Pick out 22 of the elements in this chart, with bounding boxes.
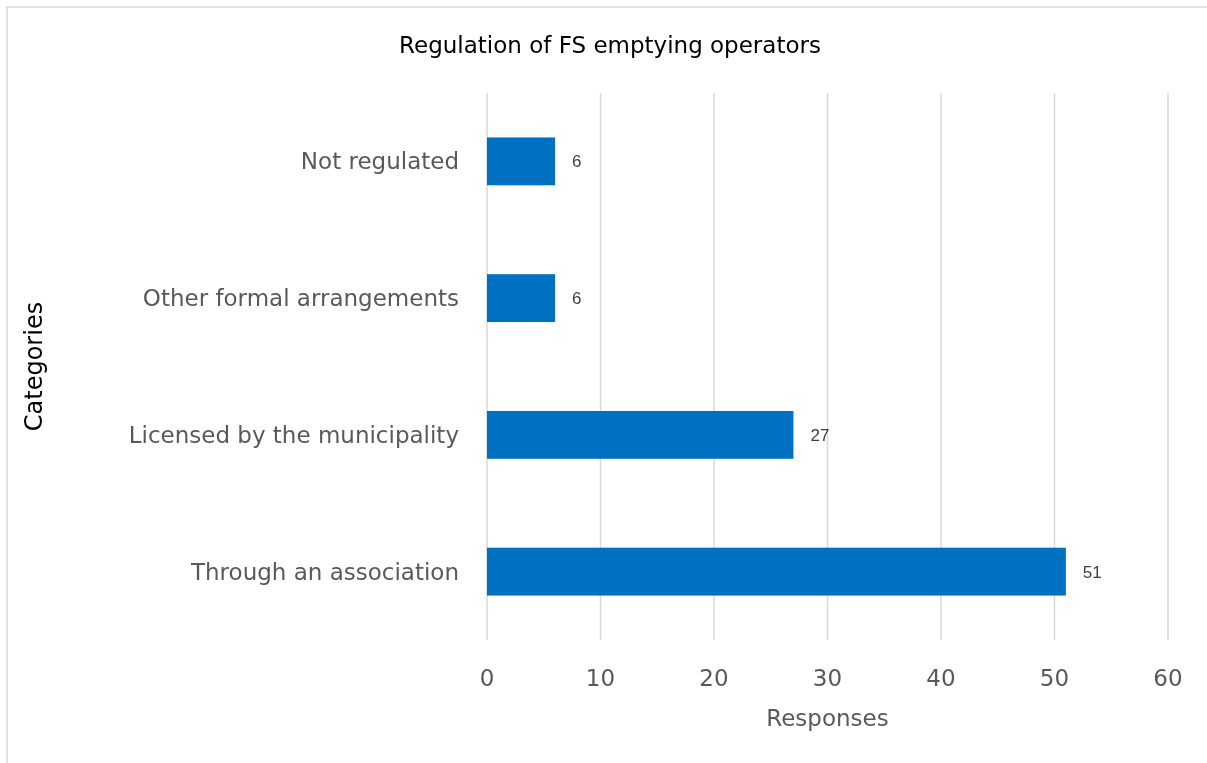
data-label: 51 (1082, 562, 1102, 582)
data-label: 6 (572, 152, 582, 172)
bar (487, 410, 794, 459)
y-tick-label: Through an association (189, 558, 459, 585)
y-tick-label: Licensed by the municipality (128, 421, 459, 448)
data-label: 27 (810, 425, 830, 445)
x-tick-label: 60 (1153, 665, 1183, 691)
bar (487, 547, 1066, 596)
x-tick-label: 30 (812, 665, 843, 691)
bar (487, 274, 556, 323)
bar (487, 137, 556, 186)
y-axis-title: Categories (20, 301, 48, 432)
x-tick-label: 10 (585, 665, 616, 691)
chart-title: Regulation of FS emptying operators (399, 32, 821, 58)
y-tick-label: Not regulated (300, 148, 459, 175)
x-tick-label: 50 (1039, 665, 1070, 691)
x-tick-label: 20 (699, 665, 729, 691)
y-tick-label: Other formal arrangements (142, 285, 459, 312)
data-label: 6 (572, 289, 582, 309)
x-axis-title: Responses (766, 705, 889, 731)
x-tick-label: 0 (479, 665, 495, 691)
x-tick-label: 40 (926, 665, 956, 691)
